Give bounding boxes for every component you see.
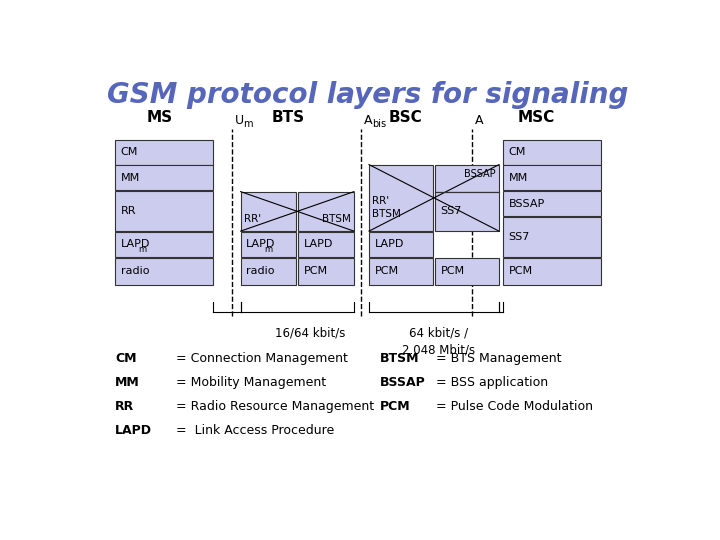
Text: BSSAP: BSSAP [464, 168, 495, 179]
Text: CM: CM [115, 352, 137, 365]
Text: = BTS Management: = BTS Management [436, 352, 562, 365]
Text: m: m [243, 119, 253, 129]
Text: PCM: PCM [380, 400, 411, 413]
Text: 64 kbit/s /
2.048 Mbit/s: 64 kbit/s / 2.048 Mbit/s [402, 327, 475, 357]
Bar [435, 258, 499, 285]
Text: MM: MM [121, 173, 140, 183]
Text: RR: RR [115, 400, 135, 413]
Bar [503, 217, 600, 257]
Text: m: m [264, 245, 272, 254]
Bar [369, 232, 433, 257]
Text: LAPD: LAPD [246, 239, 276, 249]
Text: A: A [475, 114, 484, 127]
Bar [298, 232, 354, 257]
Text: bis: bis [372, 119, 386, 129]
Bar [240, 258, 297, 285]
Bar [369, 258, 433, 285]
Text: BTSM: BTSM [322, 214, 351, 224]
Text: U: U [235, 114, 244, 127]
Text: RR: RR [121, 206, 136, 216]
Text: CM: CM [121, 147, 138, 157]
Text: m: m [138, 245, 147, 254]
Text: MSC: MSC [518, 110, 555, 125]
Bar [115, 140, 213, 165]
Bar [115, 165, 213, 191]
Text: LAPD: LAPD [121, 239, 150, 249]
Bar [503, 258, 600, 285]
Text: PCM: PCM [441, 266, 464, 276]
Bar [298, 258, 354, 285]
Bar [240, 192, 297, 231]
Bar [369, 165, 433, 231]
Text: LAPD: LAPD [374, 239, 404, 249]
Text: GSM protocol layers for signaling: GSM protocol layers for signaling [107, 82, 628, 110]
Text: = Connection Management: = Connection Management [176, 352, 348, 365]
Bar [435, 192, 499, 231]
Text: = Mobility Management: = Mobility Management [176, 376, 327, 389]
Bar [503, 140, 600, 165]
Text: SS7: SS7 [441, 206, 462, 217]
Bar [115, 191, 213, 231]
Text: PCM: PCM [374, 266, 399, 276]
Text: MM: MM [115, 376, 140, 389]
Bar [115, 258, 213, 285]
Text: radio: radio [246, 266, 275, 276]
Text: BTSM: BTSM [380, 352, 420, 365]
Text: CM: CM [508, 147, 526, 157]
Text: BTS: BTS [271, 110, 305, 125]
Bar [435, 165, 499, 192]
Text: BSSAP: BSSAP [380, 376, 426, 389]
Text: MM: MM [508, 173, 528, 183]
Text: A: A [364, 114, 372, 127]
Text: SS7: SS7 [508, 232, 530, 242]
Text: RR'
BTSM: RR' BTSM [372, 196, 401, 219]
Text: PCM: PCM [304, 266, 328, 276]
Text: PCM: PCM [508, 266, 533, 276]
Text: RR': RR' [244, 214, 261, 224]
Text: MS: MS [147, 110, 173, 125]
Text: = BSS application: = BSS application [436, 376, 548, 389]
Bar [115, 232, 213, 257]
Bar [503, 191, 600, 216]
Text: BSSAP: BSSAP [508, 199, 545, 208]
Text: = Pulse Code Modulation: = Pulse Code Modulation [436, 400, 593, 413]
Text: 16/64 kbit/s: 16/64 kbit/s [275, 327, 346, 340]
Text: LAPD: LAPD [115, 424, 152, 437]
Text: radio: radio [121, 266, 149, 276]
Bar [240, 232, 297, 257]
Text: LAPD: LAPD [304, 239, 333, 249]
Text: = Radio Resource Management: = Radio Resource Management [176, 400, 374, 413]
Bar [298, 192, 354, 231]
Bar [503, 165, 600, 191]
Text: =  Link Access Procedure: = Link Access Procedure [176, 424, 335, 437]
Text: BSC: BSC [388, 110, 422, 125]
